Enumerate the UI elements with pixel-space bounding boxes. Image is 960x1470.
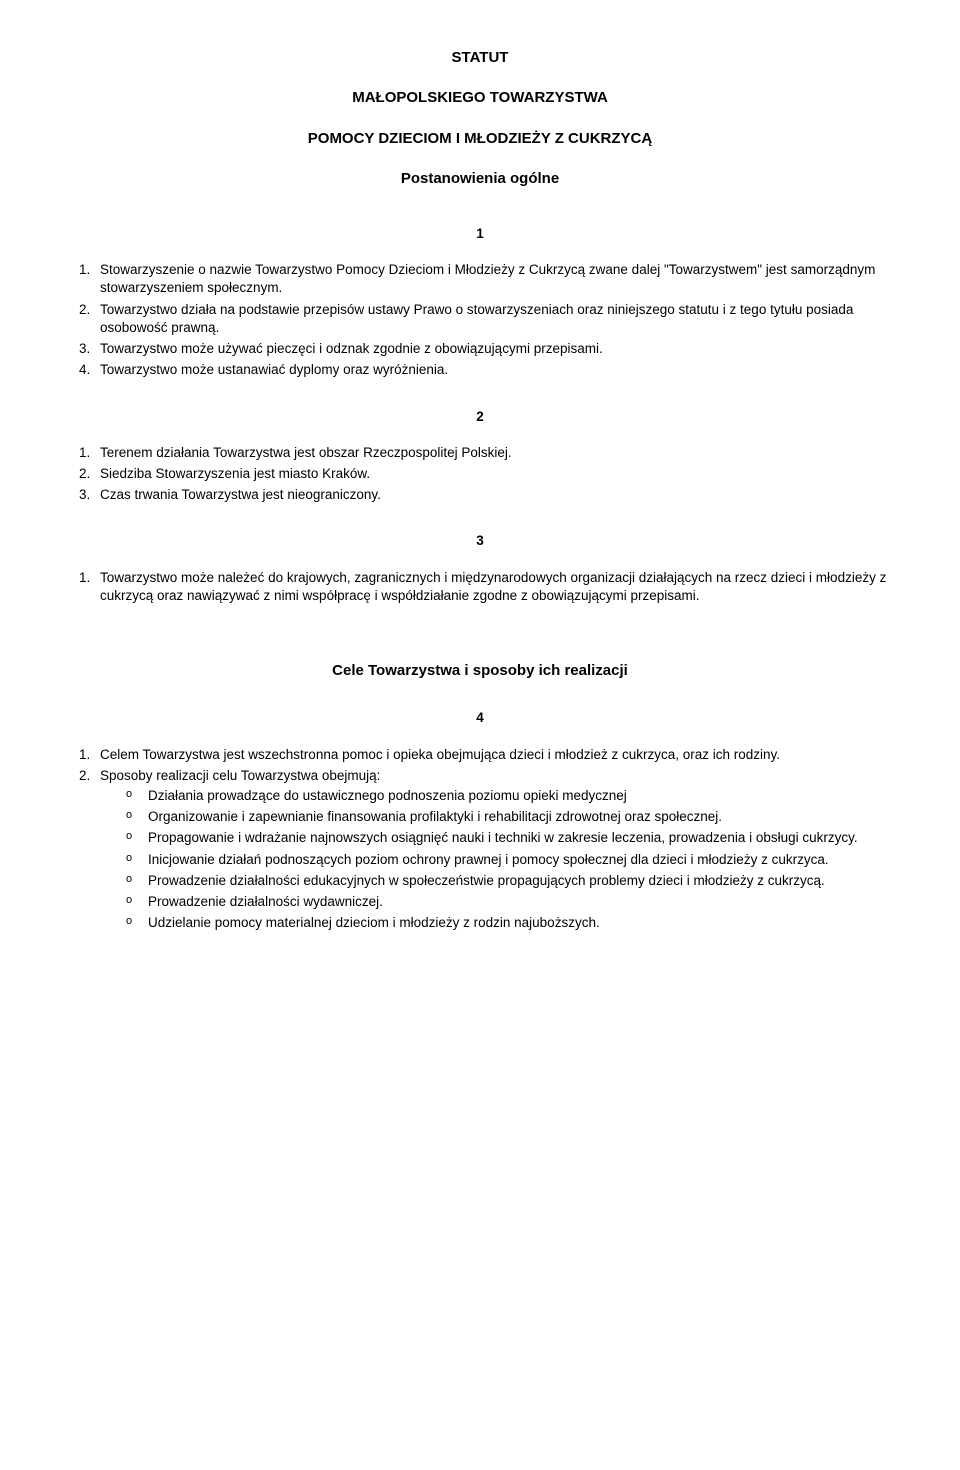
list-item: Siedziba Stowarzyszenia jest miasto Krak… bbox=[94, 465, 888, 483]
list-item: Celem Towarzystwa jest wszechstronna pom… bbox=[94, 746, 888, 764]
sub-item: Inicjowanie działań podnoszących poziom … bbox=[120, 851, 888, 869]
section-number-4: 4 bbox=[72, 709, 888, 727]
list-item: Towarzystwo może należeć do krajowych, z… bbox=[94, 569, 888, 605]
sub-item: Prowadzenie działalności edukacyjnych w … bbox=[120, 872, 888, 890]
section-number-3: 3 bbox=[72, 532, 888, 550]
section-number-2: 2 bbox=[72, 408, 888, 426]
list-item-text: Sposoby realizacji celu Towarzystwa obej… bbox=[100, 768, 380, 783]
sub-item: Udzielanie pomocy materialnej dzieciom i… bbox=[120, 914, 888, 932]
title-line2: MAŁOPOLSKIEGO TOWARZYSTWA bbox=[72, 88, 888, 108]
section-heading-cele: Cele Towarzystwa i sposoby ich realizacj… bbox=[72, 661, 888, 681]
section-2-list: Terenem działania Towarzystwa jest obsza… bbox=[72, 444, 888, 505]
list-item: Towarzystwo może używać pieczęci i odzna… bbox=[94, 340, 888, 358]
section-4-sublist: Działania prowadzące do ustawicznego pod… bbox=[100, 787, 888, 933]
sub-item: Prowadzenie działalności wydawniczej. bbox=[120, 893, 888, 911]
section-4-list: Celem Towarzystwa jest wszechstronna pom… bbox=[72, 746, 888, 933]
list-item: Terenem działania Towarzystwa jest obsza… bbox=[94, 444, 888, 462]
title-block: STATUT MAŁOPOLSKIEGO TOWARZYSTWA POMOCY … bbox=[72, 48, 888, 189]
title-line3: POMOCY DZIECIOM I MŁODZIEŻY Z CUKRZYCĄ bbox=[72, 129, 888, 149]
list-item: Stowarzyszenie o nazwie Towarzystwo Pomo… bbox=[94, 261, 888, 297]
list-item: Czas trwania Towarzystwa jest nieogranic… bbox=[94, 486, 888, 504]
sub-item: Organizowanie i zapewnianie finansowania… bbox=[120, 808, 888, 826]
list-item: Sposoby realizacji celu Towarzystwa obej… bbox=[94, 767, 888, 933]
title-line1: STATUT bbox=[72, 48, 888, 68]
sub-item: Działania prowadzące do ustawicznego pod… bbox=[120, 787, 888, 805]
list-item: Towarzystwo działa na podstawie przepisó… bbox=[94, 301, 888, 337]
section-number-1: 1 bbox=[72, 225, 888, 243]
subtitle: Postanowienia ogólne bbox=[72, 169, 888, 189]
section-3-list: Towarzystwo może należeć do krajowych, z… bbox=[72, 569, 888, 605]
list-item: Towarzystwo może ustanawiać dyplomy oraz… bbox=[94, 361, 888, 379]
section-1-list: Stowarzyszenie o nazwie Towarzystwo Pomo… bbox=[72, 261, 888, 379]
sub-item: Propagowanie i wdrażanie najnowszych osi… bbox=[120, 829, 888, 847]
